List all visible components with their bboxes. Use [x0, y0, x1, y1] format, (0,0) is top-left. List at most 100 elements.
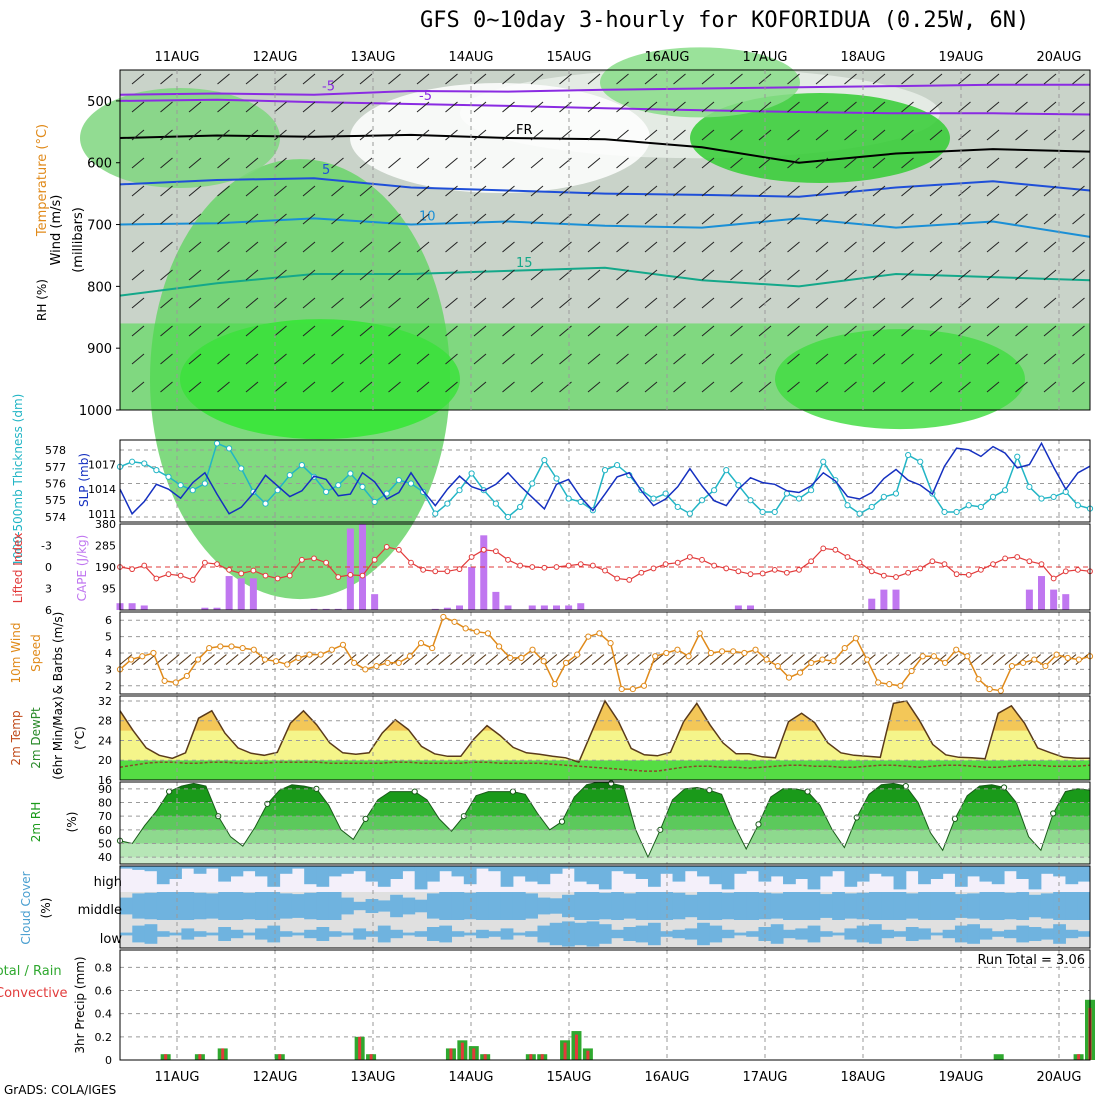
wind-speed-point — [206, 644, 213, 652]
rh2m-axis-label: 2m RH — [29, 802, 43, 843]
isotherm-label: -5 — [419, 89, 432, 104]
lifted-index-point — [565, 562, 572, 569]
wind-barb-10m — [320, 654, 333, 665]
thickness-point — [541, 456, 548, 464]
wind-barb — [986, 185, 1000, 197]
cloud-cell — [783, 866, 796, 885]
isotherm-line — [119, 266, 1091, 297]
wind-tick-label: 6 — [105, 614, 112, 627]
thickness-point — [808, 487, 815, 494]
cloud-cell — [242, 892, 256, 920]
cape-bar — [443, 607, 451, 610]
wind-barb — [160, 269, 173, 281]
cloud-cell — [205, 932, 219, 936]
wind-barb — [445, 129, 458, 141]
wind-barb — [815, 129, 829, 141]
wind-barb — [1015, 73, 1028, 85]
wind-barb — [872, 157, 886, 169]
bottom-day-label: 13AUG — [350, 1070, 395, 1085]
wind-barb — [274, 241, 287, 253]
precip-convective-label: Convective — [0, 986, 68, 1001]
wind-speed-point — [384, 659, 391, 666]
bottom-day-label: 17AUG — [742, 1070, 787, 1085]
wind-barb — [958, 185, 971, 197]
wind-barb — [274, 297, 287, 309]
thickness-point — [868, 503, 875, 511]
cloud-cell — [255, 892, 268, 920]
wind-barb — [331, 297, 344, 309]
cape-bar — [1062, 594, 1070, 610]
wind-barb — [1043, 241, 1057, 253]
wind-barb — [815, 269, 829, 281]
wind-barb — [502, 297, 515, 309]
thickness-point — [153, 467, 160, 474]
wind-barb — [217, 213, 230, 225]
wind-barb — [844, 101, 857, 113]
cloud-cell — [144, 892, 158, 920]
wind-barb — [1043, 129, 1057, 141]
cloud-cell — [144, 866, 158, 872]
cape-bar — [553, 605, 560, 610]
wind-barb — [929, 73, 943, 85]
wind-barb — [245, 353, 259, 365]
wind-tick-label: 4 — [105, 647, 112, 660]
thickness-point — [1026, 483, 1033, 490]
precip-axis-label: 3hr Precip (mm) — [73, 956, 87, 1053]
wind-speed-point — [1075, 656, 1082, 663]
temp-axis-unit: (°C) — [73, 726, 87, 750]
temp-base-band — [120, 760, 1090, 780]
wind-barb-10m — [343, 654, 357, 665]
wind-barb — [217, 241, 230, 253]
cape-bar — [734, 605, 742, 610]
wind-barb-10m — [426, 654, 440, 665]
cloud-cell — [120, 897, 133, 915]
wind-barb — [1072, 381, 1085, 393]
cloud-cell — [893, 892, 907, 920]
wind-barb — [644, 325, 658, 337]
slp-tick-label: 1011 — [88, 508, 116, 521]
cloud-cell — [132, 925, 146, 943]
wind-barb — [844, 381, 857, 393]
rh-legend-label: RH (%) — [35, 279, 49, 321]
wind-barb — [986, 269, 1000, 281]
cloud-cell — [697, 866, 710, 877]
cloud-cell — [807, 925, 821, 943]
wind-barb — [815, 241, 829, 253]
cape-bar — [892, 589, 900, 610]
wind-barb — [673, 157, 686, 169]
cloud-cell — [967, 866, 980, 877]
wind-barb — [559, 353, 572, 365]
chart-title: GFS 0~10day 3-hourly for KOFORIDUA (0.25… — [420, 8, 1030, 33]
wind-speed-point — [808, 659, 815, 666]
wind-barb — [160, 213, 173, 225]
cape-bar — [431, 608, 439, 610]
wind-barb — [872, 241, 886, 253]
wind-barb — [844, 325, 857, 337]
lifted-index-point — [626, 577, 633, 583]
wind-barb — [502, 325, 515, 337]
top-day-label: 12AUG — [252, 50, 297, 65]
wind-barb — [1072, 185, 1085, 197]
wind-barb-10m — [1004, 654, 1018, 665]
wind-barb-10m — [733, 654, 746, 665]
cloud-cell — [500, 866, 514, 887]
wind-barb — [302, 185, 316, 197]
wind-barb — [530, 157, 544, 169]
wind-barb — [359, 297, 373, 309]
cloud-cell — [537, 925, 551, 943]
lifted-index-point — [893, 574, 899, 580]
cloud-cell — [120, 932, 133, 936]
cloud-cell — [451, 931, 465, 937]
cloud-cell — [783, 929, 796, 939]
wind-barb — [274, 353, 287, 365]
lifted-index-point — [686, 554, 693, 560]
wind-barb — [730, 101, 743, 113]
wind-barb-10m — [721, 654, 735, 665]
lifted-index-point — [977, 566, 984, 573]
cloud-cell — [169, 866, 182, 879]
wind-speed-point — [328, 646, 335, 653]
cloud-cell — [426, 893, 440, 919]
wind-barb — [929, 213, 943, 225]
wind-barb — [388, 129, 401, 141]
wind-barb — [673, 129, 686, 141]
